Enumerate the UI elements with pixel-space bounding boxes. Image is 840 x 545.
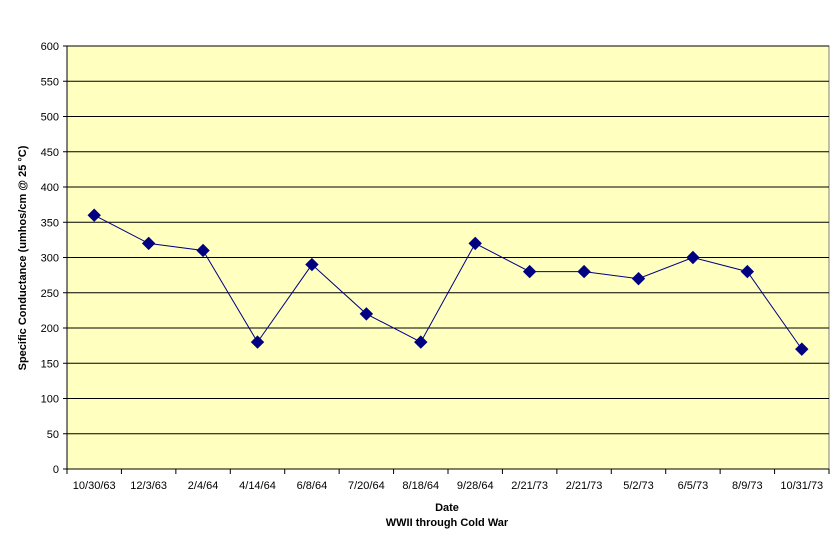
x-tick-label: 4/14/64 xyxy=(239,480,276,492)
y-tick-label: 500 xyxy=(41,112,59,124)
y-tick-label: 100 xyxy=(41,394,59,406)
y-axis-ticks: 0 50 100 150 200 250 300 350 400 450 500 550 600 xyxy=(41,41,67,476)
y-tick-label: 200 xyxy=(41,323,59,335)
data-point-marker xyxy=(795,342,809,356)
data-point-marker xyxy=(305,257,319,272)
y-tick-label: 150 xyxy=(41,358,59,370)
y-tick-label: 0 xyxy=(53,464,59,476)
y-tick-label: 50 xyxy=(47,429,59,441)
x-axis-ticks: 10/30/63 12/3/63 2/4/64 4/14/64 6/8/64 7/20/6… xyxy=(66,469,830,492)
data-point-marker xyxy=(740,264,755,279)
data-point-marker xyxy=(196,243,210,258)
x-tick-label: 2/21/73 xyxy=(511,480,548,492)
data-point-marker xyxy=(468,236,482,251)
x-tick-label: 10/30/63 xyxy=(73,480,116,492)
y-tick-label: 400 xyxy=(41,182,59,194)
x-tick-label: 5/2/73 xyxy=(623,480,654,492)
data-point-marker xyxy=(87,208,101,222)
data-point-marker xyxy=(522,264,537,279)
x-tick-label: 9/28/64 xyxy=(457,480,494,492)
x-tick-label: 2/4/64 xyxy=(188,480,219,492)
y-tick-label: 600 xyxy=(41,41,59,53)
data-point-marker xyxy=(359,307,374,321)
x-tick-label: 7/20/64 xyxy=(348,480,385,492)
x-tick-label: 8/18/64 xyxy=(402,480,439,492)
y-axis-title: Specific Conductance (umhos/cm @ 25 °C) xyxy=(17,145,29,370)
x-tick-label: 10/31/73 xyxy=(780,480,823,492)
x-tick-label: 12/3/63 xyxy=(130,480,167,492)
data-point-marker xyxy=(631,271,646,286)
data-point-marker xyxy=(577,264,591,279)
y-tick-label: 350 xyxy=(41,217,59,229)
x-tick-label: 6/5/73 xyxy=(678,480,709,492)
x-tick-label: 6/8/64 xyxy=(297,480,328,492)
x-tick-label: 8/9/73 xyxy=(732,480,763,492)
x-axis-title: Date xyxy=(435,502,459,514)
x-tick-label: 2/21/73 xyxy=(566,480,603,492)
y-tick-label: 550 xyxy=(41,76,59,88)
data-point-marker xyxy=(414,335,428,349)
data-point-marker xyxy=(141,236,156,251)
y-tick-label: 250 xyxy=(41,288,59,300)
x-axis-subtitle: WWII through Cold War xyxy=(386,517,509,529)
data-point-marker xyxy=(250,335,265,349)
y-tick-label: 300 xyxy=(41,253,59,265)
y-tick-label: 450 xyxy=(41,147,59,159)
data-point-marker xyxy=(686,250,700,265)
gridlines xyxy=(66,45,829,470)
series xyxy=(87,208,809,356)
series-line xyxy=(93,214,803,350)
